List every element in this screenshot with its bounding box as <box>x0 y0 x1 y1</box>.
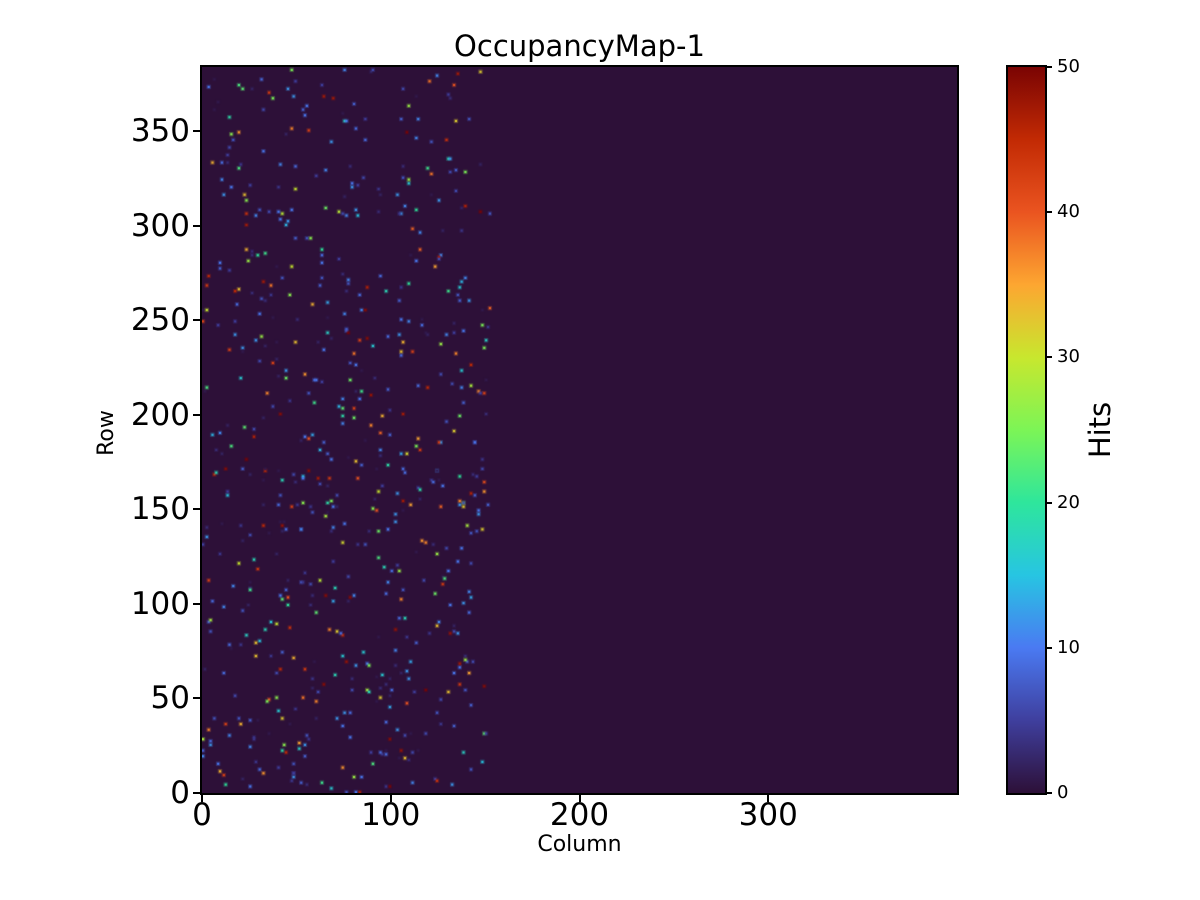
colorbar-tick-label: 50 <box>1057 56 1080 77</box>
y-tick-mark <box>193 602 200 605</box>
colorbar-label: Hits <box>1083 401 1117 459</box>
colorbar-tick-mark <box>1045 646 1052 649</box>
y-tick-mark <box>193 224 200 227</box>
y-tick-label: 150 <box>130 491 190 528</box>
x-tick-mark <box>767 795 770 802</box>
y-tick-mark <box>193 697 200 700</box>
colorbar-tick-mark <box>1045 356 1052 359</box>
colorbar-tick-mark <box>1045 501 1052 504</box>
colorbar-tick-label: 10 <box>1057 636 1080 658</box>
x-tick-label: 0 <box>192 797 212 833</box>
y-tick-label: 250 <box>130 302 190 339</box>
x-tick-label: 300 <box>738 797 798 833</box>
y-tick-label: 350 <box>130 113 190 150</box>
y-axis-label: Row <box>94 410 119 456</box>
x-tick-label: 100 <box>361 797 421 833</box>
heatmap-plot <box>200 65 959 795</box>
colorbar-tick-mark <box>1045 792 1052 794</box>
x-tick-mark <box>578 795 581 802</box>
y-tick-mark <box>193 130 200 133</box>
y-tick-label: 200 <box>130 396 190 433</box>
x-axis-label: Column <box>537 832 622 857</box>
y-tick-label: 0 <box>170 775 190 811</box>
x-tick-label: 200 <box>549 797 610 833</box>
y-tick-label: 300 <box>130 207 190 244</box>
y-tick-mark <box>193 508 200 511</box>
colorbar-tick-mark <box>1045 211 1052 214</box>
x-tick-mark <box>389 795 392 802</box>
y-tick-label: 50 <box>150 680 190 717</box>
y-tick-mark <box>193 319 200 322</box>
x-tick-mark <box>201 795 203 802</box>
colorbar-tick-mark <box>1045 66 1052 68</box>
colorbar-tick-label: 30 <box>1057 346 1080 368</box>
colorbar-tick-label: 20 <box>1057 491 1080 513</box>
heatmap-canvas <box>202 67 957 793</box>
colorbar-tick-label: 0 <box>1057 782 1069 803</box>
colorbar <box>1006 65 1047 795</box>
chart-title: OccupancyMap-1 <box>454 29 705 63</box>
y-tick-mark <box>193 792 200 794</box>
y-tick-mark <box>193 413 200 416</box>
y-tick-label: 100 <box>130 585 190 622</box>
colorbar-tick-label: 40 <box>1057 201 1080 223</box>
